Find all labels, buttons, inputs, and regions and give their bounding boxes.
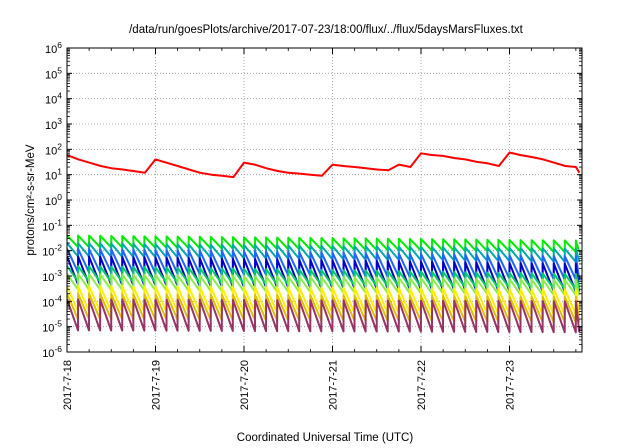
x-tick-label: 2017-7-20 [239,360,251,410]
ticks: 10-6 10-5 10-4 10-3 10-2 10-1 100 101 102 103 104 1… [42,40,582,410]
y-tick-label: 10-6 [42,344,62,360]
y-tick-label: 106 [45,40,62,56]
series-group [67,151,581,334]
x-tick-label: 2017-7-18 [62,360,74,410]
y-axis-label: protons/cm²-s-sr-MeV [25,144,37,256]
y-tick-label: 10-2 [42,243,62,259]
y-tick-label: 10-5 [42,319,62,335]
series-line-1 [67,234,581,254]
y-tick-label: 101 [45,167,62,183]
y-tick-label: 103 [45,116,62,132]
x-tick-label: 2017-7-22 [416,360,428,410]
series-line-9 [67,298,581,334]
y-tick-label: 105 [45,65,62,81]
y-tick-label: 10-4 [42,293,62,309]
x-tick-label: 2017-7-19 [151,360,163,410]
series-line-0 [67,151,581,179]
series-line-6 [67,273,581,297]
y-tick-label: 102 [45,141,62,157]
chart-title: /data/run/goesPlots/archive/2017-07-23/1… [129,24,524,36]
y-tick-label: 10-3 [42,268,62,284]
x-tick-label: 2017-7-21 [328,360,340,410]
x-axis-label: Coordinated Universal Time (UTC) [237,432,414,444]
x-tick-label: 2017-7-23 [505,360,517,410]
y-tick-label: 104 [45,91,62,107]
y-tick-label: 100 [45,192,62,208]
y-tick-label: 10-1 [42,217,62,233]
